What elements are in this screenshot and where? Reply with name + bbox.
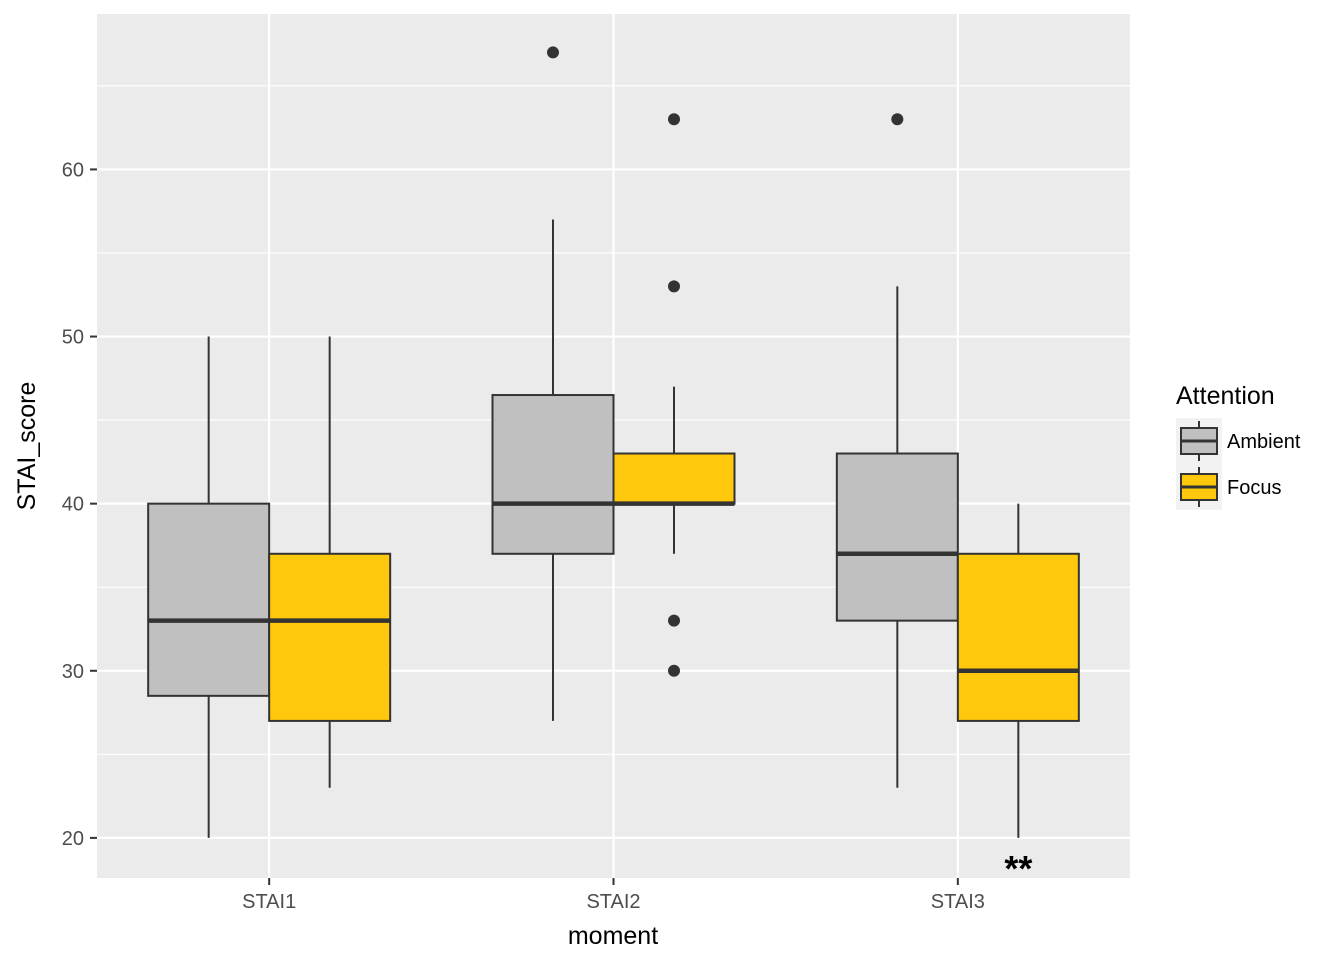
x-tick-label: STAI1 xyxy=(242,891,296,913)
outlier-point xyxy=(668,614,680,627)
y-tick-label: 50 xyxy=(62,327,84,349)
legend-key-ambient xyxy=(1176,418,1222,464)
outlier-point xyxy=(547,46,559,59)
box-iqr xyxy=(835,452,959,622)
y-tick-label: 30 xyxy=(62,661,84,683)
outlier-point xyxy=(668,664,680,677)
x-tick-label: STAI2 xyxy=(586,891,640,913)
legend-title: Attention xyxy=(1176,382,1275,410)
annotation-layer: ** xyxy=(1004,848,1032,889)
legend-key-focus xyxy=(1176,464,1222,510)
axes-layer: 20 30 40 50 60 STAI1 STAI2 STAI3 xyxy=(62,159,985,913)
y-tick-label: 40 xyxy=(62,494,84,516)
box-ambient-stai1 xyxy=(147,336,271,838)
box-focus-stai3 xyxy=(956,503,1080,838)
y-axis-title: STAI_score xyxy=(13,382,41,511)
y-tick-label: 60 xyxy=(62,159,84,181)
significance-annotation: ** xyxy=(1004,848,1032,889)
legend-label-focus: Focus xyxy=(1227,477,1281,499)
legend-label-ambient: Ambient xyxy=(1227,431,1301,453)
box-iqr xyxy=(491,394,615,555)
x-axis-title: moment xyxy=(568,922,658,950)
box-ambient-stai3 xyxy=(835,113,959,788)
x-tick-label: STAI3 xyxy=(931,891,985,913)
outlier-point xyxy=(668,113,680,126)
outlier-point xyxy=(668,280,680,293)
box-iqr xyxy=(612,452,736,505)
box-focus-stai1 xyxy=(268,336,392,788)
legend: Attention Ambient Focus xyxy=(1176,382,1301,510)
outlier-point xyxy=(891,113,904,126)
box-iqr xyxy=(268,552,392,722)
box-focus-stai2 xyxy=(612,113,736,677)
box-iqr xyxy=(956,552,1080,722)
box-layer xyxy=(147,46,1080,838)
box-iqr xyxy=(147,502,271,697)
y-tick-label: 20 xyxy=(62,828,84,850)
